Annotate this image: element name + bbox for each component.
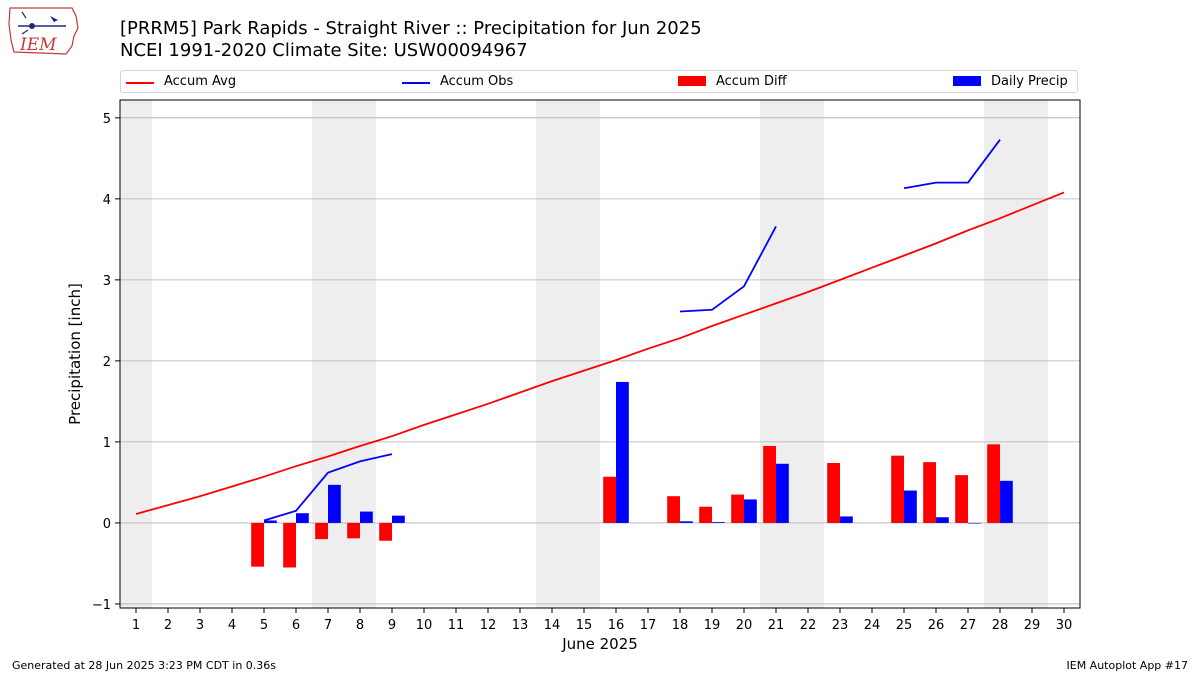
y-tick-label: 0	[103, 517, 111, 532]
x-tick-label: 10	[416, 618, 433, 633]
app-label: IEM Autoplot App #17	[1066, 659, 1189, 672]
legend-swatch	[126, 82, 154, 84]
accum-diff-bar	[283, 522, 296, 568]
x-tick-label: 17	[640, 618, 657, 633]
accum-diff-bar	[731, 494, 744, 523]
accum-obs-line	[679, 225, 777, 313]
x-tick-label: 16	[608, 618, 625, 633]
x-tick-label: 22	[800, 618, 817, 633]
weekend-band	[120, 100, 152, 608]
x-tick-label: 9	[388, 618, 396, 633]
legend-label: Accum Diff	[716, 74, 787, 89]
y-tick-label: −1	[92, 598, 111, 613]
daily-precip-bar	[744, 499, 757, 523]
daily-precip-bar	[776, 463, 789, 523]
x-tick-label: 6	[292, 618, 300, 633]
x-tick-label: 15	[576, 618, 593, 633]
daily-precip-bar	[328, 484, 341, 523]
x-tick-label: 3	[196, 618, 204, 633]
legend-label: Accum Obs	[440, 74, 514, 89]
accum-diff-bar	[347, 522, 360, 539]
x-tick-label: 26	[928, 618, 945, 633]
x-tick-label: 14	[544, 618, 561, 633]
iem-logo: IEM	[8, 7, 79, 55]
plot-frame	[119, 99, 1081, 609]
y-tick-label: 1	[103, 436, 111, 451]
generated-timestamp: Generated at 28 Jun 2025 3:23 PM CDT in …	[12, 659, 277, 672]
accum-diff-bar	[667, 496, 680, 523]
weekend-band	[984, 100, 1048, 608]
accum-diff-bar	[315, 522, 328, 540]
x-tick-label: 11	[448, 618, 465, 633]
accum-obs-line	[903, 139, 1001, 190]
legend-label: Accum Avg	[164, 74, 237, 89]
x-tick-label: 28	[992, 618, 1009, 633]
x-tick-label: 5	[260, 618, 268, 633]
y-axis-label: Precipitation [inch]	[66, 283, 84, 425]
x-tick-label: 13	[512, 618, 529, 633]
accum-diff-bar	[763, 445, 776, 523]
accum-diff-bar	[987, 444, 1000, 523]
accum-avg-line	[135, 191, 1065, 515]
x-tick-label: 1	[132, 618, 140, 633]
x-tick-label: 23	[832, 618, 849, 633]
accum-diff-bar	[827, 462, 840, 523]
x-tick-label: 18	[672, 618, 689, 633]
x-tick-label: 12	[480, 618, 497, 633]
daily-precip-bar	[840, 516, 853, 523]
accum-diff-bar	[603, 476, 616, 523]
daily-precip-bar	[296, 513, 309, 523]
daily-precip-bar	[1000, 480, 1013, 523]
daily-precip-bar	[968, 522, 981, 524]
daily-precip-bar	[264, 520, 277, 523]
legend-label: Daily Precip	[991, 74, 1068, 89]
x-tick-label: 2	[164, 618, 172, 633]
accum-obs-line	[263, 453, 393, 522]
accum-diff-bar	[699, 506, 712, 523]
daily-precip-bar	[680, 521, 693, 523]
x-tick-label: 27	[960, 618, 977, 633]
x-tick-label: 25	[896, 618, 913, 633]
x-tick-label: 4	[228, 618, 236, 633]
chart-subtitle: NCEI 1991-2020 Climate Site: USW00094967	[120, 40, 528, 61]
daily-precip-bar	[904, 490, 917, 523]
logo-text: IEM	[19, 35, 57, 55]
iowa-outline-icon	[8, 7, 79, 55]
y-tick-label: 4	[103, 193, 111, 208]
accum-diff-bar	[379, 522, 392, 541]
x-tick-label: 7	[324, 618, 332, 633]
accum-diff-bar	[251, 522, 264, 567]
legend-swatch	[953, 76, 981, 86]
weekend-band	[536, 100, 600, 608]
accum-diff-bar	[955, 475, 968, 523]
x-axis-label: June 2025	[561, 635, 638, 653]
legend-swatch	[402, 82, 430, 84]
x-tick-label: 24	[864, 618, 881, 633]
daily-precip-bar	[392, 515, 405, 523]
daily-precip-bar	[616, 381, 629, 523]
y-tick-label: 5	[103, 112, 111, 127]
legend-swatch	[678, 76, 706, 86]
x-tick-label: 21	[768, 618, 785, 633]
y-tick-label: 3	[103, 274, 111, 289]
x-tick-label: 8	[356, 618, 364, 633]
x-tick-label: 29	[1024, 618, 1041, 633]
x-tick-label: 19	[704, 618, 721, 633]
chart-title: [PRRM5] Park Rapids - Straight River :: …	[120, 18, 702, 39]
legend: Accum Avg Accum Obs Accum Diff Daily Pre…	[120, 70, 1078, 93]
daily-precip-bar	[360, 511, 373, 523]
x-tick-label: 20	[736, 618, 753, 633]
y-tick-label: 2	[103, 355, 111, 370]
weekend-band	[760, 100, 824, 608]
accum-diff-bar	[891, 455, 904, 523]
daily-precip-bar	[936, 517, 949, 523]
daily-precip-bar	[712, 522, 725, 523]
accum-diff-bar	[923, 462, 936, 523]
x-tick-label: 30	[1056, 618, 1073, 633]
